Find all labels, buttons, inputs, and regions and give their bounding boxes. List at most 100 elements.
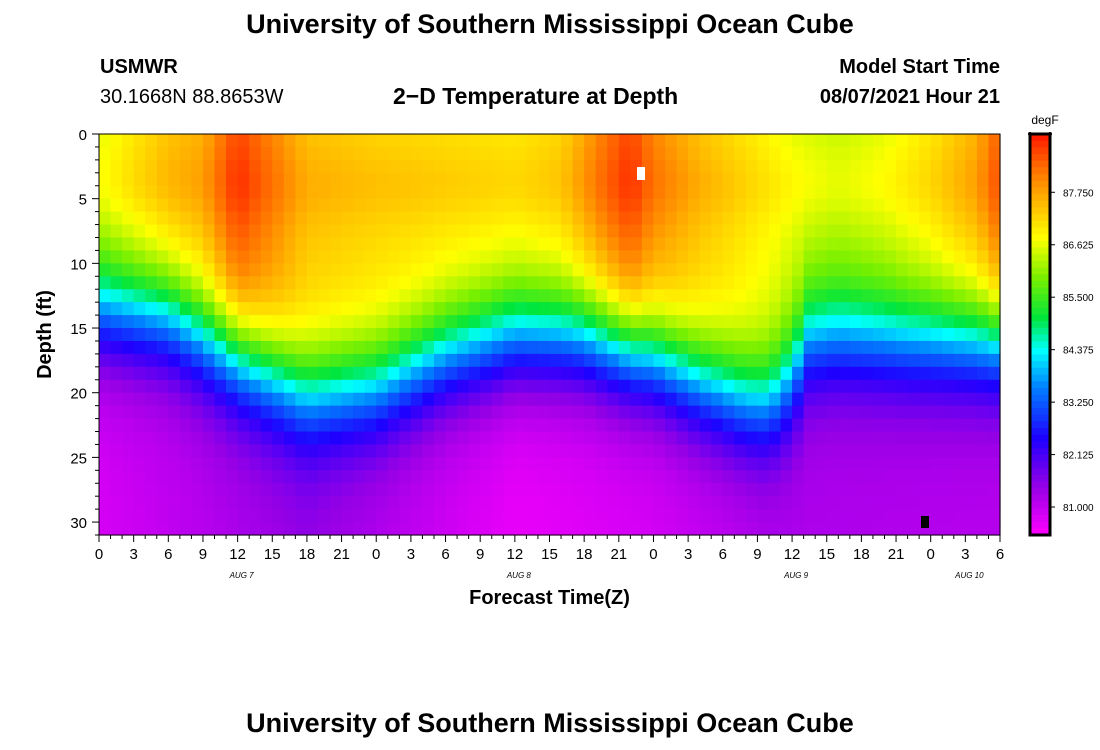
x-tick-label: 0 — [927, 546, 935, 563]
heatmap-cell — [561, 457, 574, 471]
heatmap-cell — [976, 405, 990, 420]
heatmap-cell — [260, 522, 273, 536]
heatmap-cell — [861, 276, 874, 290]
heatmap-cell — [641, 509, 655, 523]
heatmap-cell — [607, 496, 620, 510]
heatmap-cell — [526, 315, 539, 329]
heatmap-cell — [422, 146, 435, 161]
heatmap-cell — [803, 198, 816, 213]
heatmap-cell — [376, 289, 389, 303]
heatmap-cell — [988, 302, 1001, 316]
heatmap-cell — [341, 431, 354, 446]
heatmap-cell — [907, 353, 920, 368]
heatmap-cell — [745, 431, 759, 446]
heatmap-cell — [930, 366, 943, 381]
heatmap-cell — [364, 134, 377, 148]
heatmap-cell — [387, 198, 400, 213]
heatmap-cell — [433, 444, 447, 458]
heatmap-cell — [711, 405, 724, 420]
heatmap-cell — [826, 483, 839, 497]
heatmap-cell — [699, 431, 712, 446]
heatmap-cell — [942, 366, 955, 381]
heatmap-cell — [422, 483, 435, 497]
heatmap-cell — [884, 276, 897, 290]
heatmap-cell — [561, 328, 574, 342]
heatmap-cell — [445, 237, 458, 252]
heatmap-cell — [861, 211, 874, 226]
heatmap-cell — [641, 496, 655, 510]
heatmap-cell — [168, 379, 181, 394]
heatmap-cell — [514, 172, 527, 187]
heatmap-cell — [595, 172, 608, 187]
heatmap-cell — [953, 250, 966, 264]
heatmap-cell — [133, 509, 146, 523]
heatmap-cell — [237, 315, 250, 329]
heatmap-cell — [572, 431, 585, 446]
heatmap-cell — [133, 431, 146, 446]
heatmap-cell — [942, 134, 955, 148]
heatmap-cell — [665, 224, 678, 239]
heatmap-cell — [561, 340, 574, 355]
heatmap-cell — [457, 444, 470, 458]
heatmap-cell — [341, 328, 354, 342]
heatmap-cell — [630, 237, 643, 252]
heatmap-cell — [872, 185, 886, 200]
x-tick-label: 18 — [299, 546, 316, 563]
heatmap-cell — [572, 522, 585, 536]
heatmap-cell — [122, 496, 135, 510]
heatmap-cell — [295, 483, 308, 497]
heatmap-cell — [99, 146, 112, 161]
heatmap-cell — [537, 289, 551, 303]
heatmap-cell — [376, 211, 389, 226]
heatmap-cell — [549, 289, 562, 303]
heatmap-cell — [503, 353, 516, 368]
heatmap-cell — [584, 263, 597, 277]
heatmap-cell — [202, 134, 216, 148]
heatmap-cell — [168, 159, 181, 174]
heatmap-cell — [861, 483, 874, 497]
heatmap-cell — [214, 353, 227, 368]
heatmap-cell — [896, 134, 909, 148]
heatmap-cell — [780, 159, 793, 174]
heatmap-cell — [491, 224, 504, 239]
heatmap-cell — [826, 366, 839, 381]
heatmap-cell — [110, 289, 123, 303]
heatmap-cell — [433, 328, 447, 342]
heatmap-cell — [976, 392, 990, 407]
heatmap-cell — [226, 159, 239, 174]
heatmap-cell — [838, 146, 851, 161]
heatmap-cell — [722, 418, 735, 433]
heatmap-cell — [457, 263, 470, 277]
heatmap-cell — [110, 315, 123, 329]
heatmap-cell — [942, 146, 955, 161]
heatmap-cell — [549, 340, 562, 355]
heatmap-cell — [930, 289, 943, 303]
heatmap-cell — [445, 289, 458, 303]
heatmap-cell — [849, 315, 862, 329]
heatmap-cell — [399, 237, 412, 252]
heatmap-cell — [145, 340, 158, 355]
heatmap-cell — [780, 185, 793, 200]
heatmap-cell — [965, 211, 978, 226]
heatmap-cell — [422, 134, 435, 148]
heatmap-cell — [168, 237, 181, 252]
heatmap-cell — [295, 379, 308, 394]
heatmap-cell — [214, 418, 227, 433]
heatmap-cell — [665, 431, 678, 446]
heatmap-cell — [942, 444, 955, 458]
heatmap-cell — [537, 366, 551, 381]
heatmap-cell — [688, 431, 701, 446]
heatmap-cell — [226, 366, 239, 381]
heatmap-cell — [133, 302, 146, 316]
heatmap-cell — [641, 315, 655, 329]
heatmap-cell — [572, 328, 585, 342]
heatmap-cell — [202, 237, 216, 252]
heatmap-cell — [122, 315, 135, 329]
heatmap-cell — [122, 289, 135, 303]
heatmap-cell — [561, 509, 574, 523]
heatmap-cell — [607, 340, 620, 355]
heatmap-cell — [99, 470, 112, 484]
heatmap-cell — [618, 289, 631, 303]
heatmap-cell — [295, 522, 308, 536]
heatmap-cell — [699, 509, 712, 523]
